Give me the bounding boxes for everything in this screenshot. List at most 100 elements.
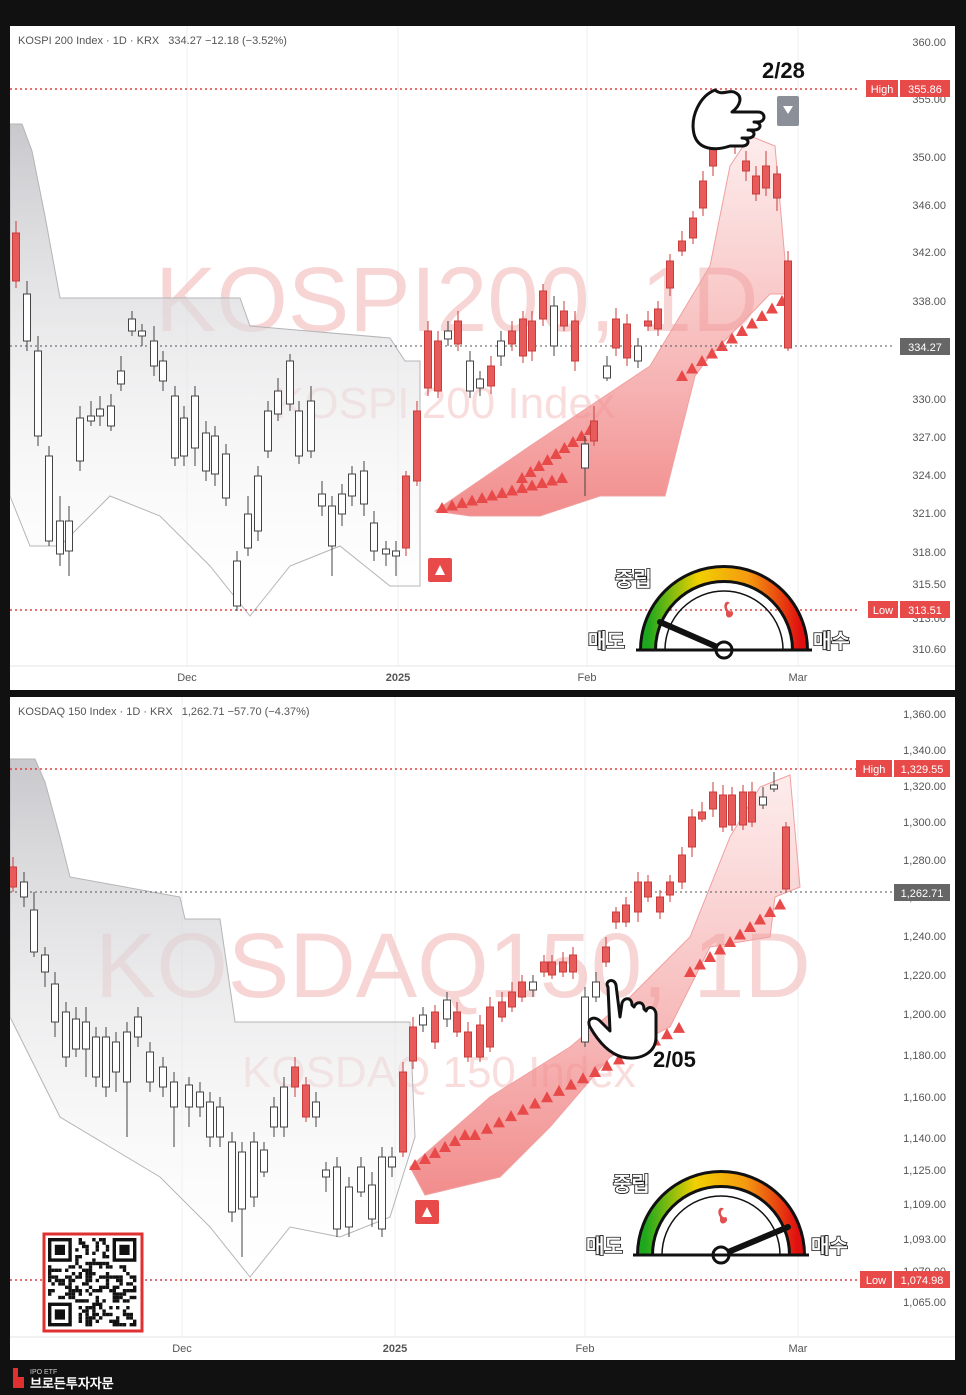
x-axis: Dec 2025 Feb Mar — [172, 1343, 808, 1355]
gray-band — [10, 758, 416, 1278]
support-triangle — [613, 1053, 625, 1065]
candle — [345, 1177, 353, 1237]
support-triangle — [533, 460, 545, 471]
candle — [476, 371, 484, 396]
y-tick-label: 310.60 — [912, 644, 946, 656]
candle — [216, 1097, 224, 1147]
support-triangle — [439, 1141, 451, 1152]
x-tick-label: Mar — [789, 672, 808, 684]
candle — [62, 1002, 70, 1067]
last-price-badge: 334.27 — [900, 338, 950, 355]
candle — [123, 1022, 131, 1137]
support-triangle — [684, 966, 696, 977]
candlesticks — [10, 772, 790, 1257]
y-tick-label: 346.00 — [912, 200, 946, 212]
candle — [539, 284, 547, 326]
candle — [370, 511, 378, 561]
gray-band — [10, 123, 421, 617]
y-tick-label: 318.00 — [912, 547, 946, 559]
candle — [357, 1157, 365, 1197]
support-triangle — [714, 943, 726, 955]
y-tick-label: 1,280.00 — [903, 855, 946, 867]
candle — [466, 351, 474, 398]
candle — [748, 782, 756, 827]
x-tick-label: 2025 — [386, 672, 410, 684]
candle — [666, 254, 674, 296]
support-triangle — [529, 1097, 541, 1109]
qr-code — [42, 1232, 144, 1333]
support-triangle — [601, 1059, 613, 1071]
support-triangle — [744, 921, 756, 932]
candle — [548, 955, 556, 979]
candle — [307, 386, 315, 458]
candle — [368, 1172, 376, 1227]
sell-signal-marker — [777, 96, 799, 126]
last-price-badge: 1,262.71 — [894, 884, 950, 901]
support-triangle — [436, 502, 448, 513]
support-triangle — [419, 1153, 431, 1164]
support-triangle — [481, 1122, 493, 1134]
candle — [12, 221, 20, 288]
candle — [689, 211, 697, 244]
candle — [399, 1062, 407, 1157]
annotation-date: 2/05 — [653, 1047, 696, 1072]
candle — [20, 872, 28, 907]
support-triangle — [558, 442, 571, 453]
logo-icon — [13, 1368, 24, 1388]
candle — [581, 436, 589, 496]
y-tick-label: 338.00 — [912, 296, 946, 308]
support-triangle — [754, 913, 766, 925]
candle — [392, 541, 400, 576]
candle — [612, 308, 620, 356]
candle — [87, 401, 95, 426]
candle — [742, 151, 750, 181]
y-tick-label: 1,125.00 — [903, 1165, 946, 1177]
y-tick-label: 1,300.00 — [903, 817, 946, 829]
candle — [295, 401, 303, 464]
candle — [402, 471, 410, 556]
candle — [10, 857, 17, 892]
candle — [431, 1005, 439, 1049]
candle — [770, 772, 778, 792]
candle — [30, 892, 38, 957]
candle — [96, 396, 104, 426]
candle — [128, 311, 136, 336]
candle — [65, 506, 73, 576]
candle — [274, 378, 282, 421]
y-tick-label: 1,360.00 — [903, 709, 946, 721]
chart-header-title: KOSDAQ 150 Index · 1D · KRX — [18, 706, 173, 718]
candle — [228, 1132, 236, 1222]
support-triangle — [446, 499, 458, 511]
support-triangle — [577, 1072, 589, 1084]
candle — [338, 484, 346, 526]
svg-text:313.51: 313.51 — [908, 605, 942, 617]
support-triangle — [456, 497, 468, 508]
candle — [634, 338, 642, 368]
candle — [464, 1022, 472, 1062]
candle — [171, 386, 179, 466]
y-tick-label: 315.50 — [912, 579, 946, 591]
candle — [196, 1082, 204, 1117]
support-triangle — [746, 317, 758, 329]
candle — [117, 356, 125, 391]
support-triangle — [541, 454, 554, 465]
candle — [698, 802, 706, 822]
candle — [678, 231, 686, 256]
kosdaq150-chart-panel: KOSDAQ150, 1D KOSDAQ 150 Index 2/05 중립 — [10, 697, 955, 1360]
x-axis: Dec 2025 Feb Mar — [177, 672, 808, 684]
candlesticks — [12, 101, 792, 611]
candle — [388, 1147, 396, 1177]
candle — [699, 171, 707, 216]
high-badge: High 1,329.55 — [856, 760, 950, 777]
candle — [784, 251, 792, 351]
candle — [592, 972, 600, 1002]
y-tick-label: 360.00 — [912, 37, 946, 49]
candle — [487, 356, 495, 394]
candle — [260, 1142, 268, 1177]
candle — [45, 446, 53, 546]
support-triangle — [466, 494, 478, 506]
candle — [519, 311, 527, 363]
y-tick-label: 330.00 — [912, 394, 946, 406]
chart-header-title: KOSPI 200 Index · 1D · KRX — [18, 35, 160, 47]
support-triangle — [706, 347, 718, 359]
